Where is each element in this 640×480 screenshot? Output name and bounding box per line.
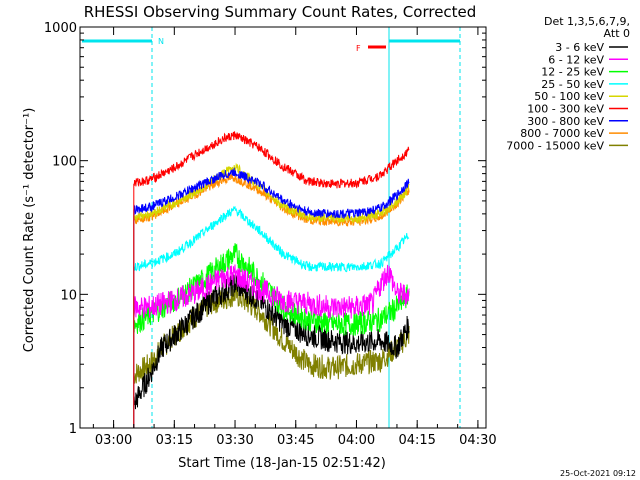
legend-label: 7000 - 15000 keV <box>506 139 604 152</box>
night-label: N <box>158 37 164 46</box>
x-tick-label: 03:30 <box>216 433 253 448</box>
y-tick-label: 1 <box>69 422 77 437</box>
legend-label: 50 - 100 keV <box>534 90 604 103</box>
y-tick-label: 1000 <box>44 21 77 36</box>
legend-label: 25 - 50 keV <box>541 78 604 91</box>
annotation-layer: NF <box>82 27 461 428</box>
legend-header-2: Att 0 <box>604 27 630 40</box>
series-line-3 <box>133 205 410 428</box>
chart-title: RHESSI Observing Summary Count Rates, Co… <box>84 3 477 21</box>
generation-timestamp: 25-Oct-2021 09:12 <box>560 469 636 478</box>
x-tick-label: 04:15 <box>398 433 435 448</box>
legend-label: 3 - 6 keV <box>555 41 604 54</box>
series-line-6 <box>133 167 410 428</box>
series-line-5 <box>133 130 410 428</box>
y-tick-label: 10 <box>60 288 77 303</box>
x-tick-label: 03:15 <box>156 433 193 448</box>
x-tick-label: 04:30 <box>459 433 496 448</box>
legend-label: 100 - 300 keV <box>527 103 604 116</box>
flare-label: F <box>356 44 361 53</box>
y-axis-label: Corrected Count Rate (s⁻¹ detector⁻¹) <box>22 108 37 353</box>
x-tick-label: 03:45 <box>277 433 314 448</box>
legend-label: 6 - 12 keV <box>548 53 604 66</box>
series-line-4 <box>133 162 410 428</box>
series-line-0 <box>133 274 410 428</box>
series-line-1 <box>133 264 410 428</box>
plot-frame <box>79 26 487 429</box>
legend-header-1: Det 1,3,5,6,7,9, <box>544 15 630 28</box>
legend-label: 800 - 7000 keV <box>520 127 604 140</box>
x-tick-label: 03:00 <box>95 433 132 448</box>
legend-label: 12 - 25 keV <box>541 66 604 79</box>
axis-ticks: 03:00 03:15 03:30 03:45 04:00 04:15 04:30 1 10 10… <box>44 21 497 448</box>
legend-label: 300 - 800 keV <box>527 115 604 128</box>
y-tick-label: 100 <box>52 155 77 170</box>
series-layer <box>133 130 410 428</box>
x-tick-label: 04:00 <box>338 433 375 448</box>
x-axis-label: Start Time (18-Jan-15 02:51:42) <box>178 456 386 471</box>
